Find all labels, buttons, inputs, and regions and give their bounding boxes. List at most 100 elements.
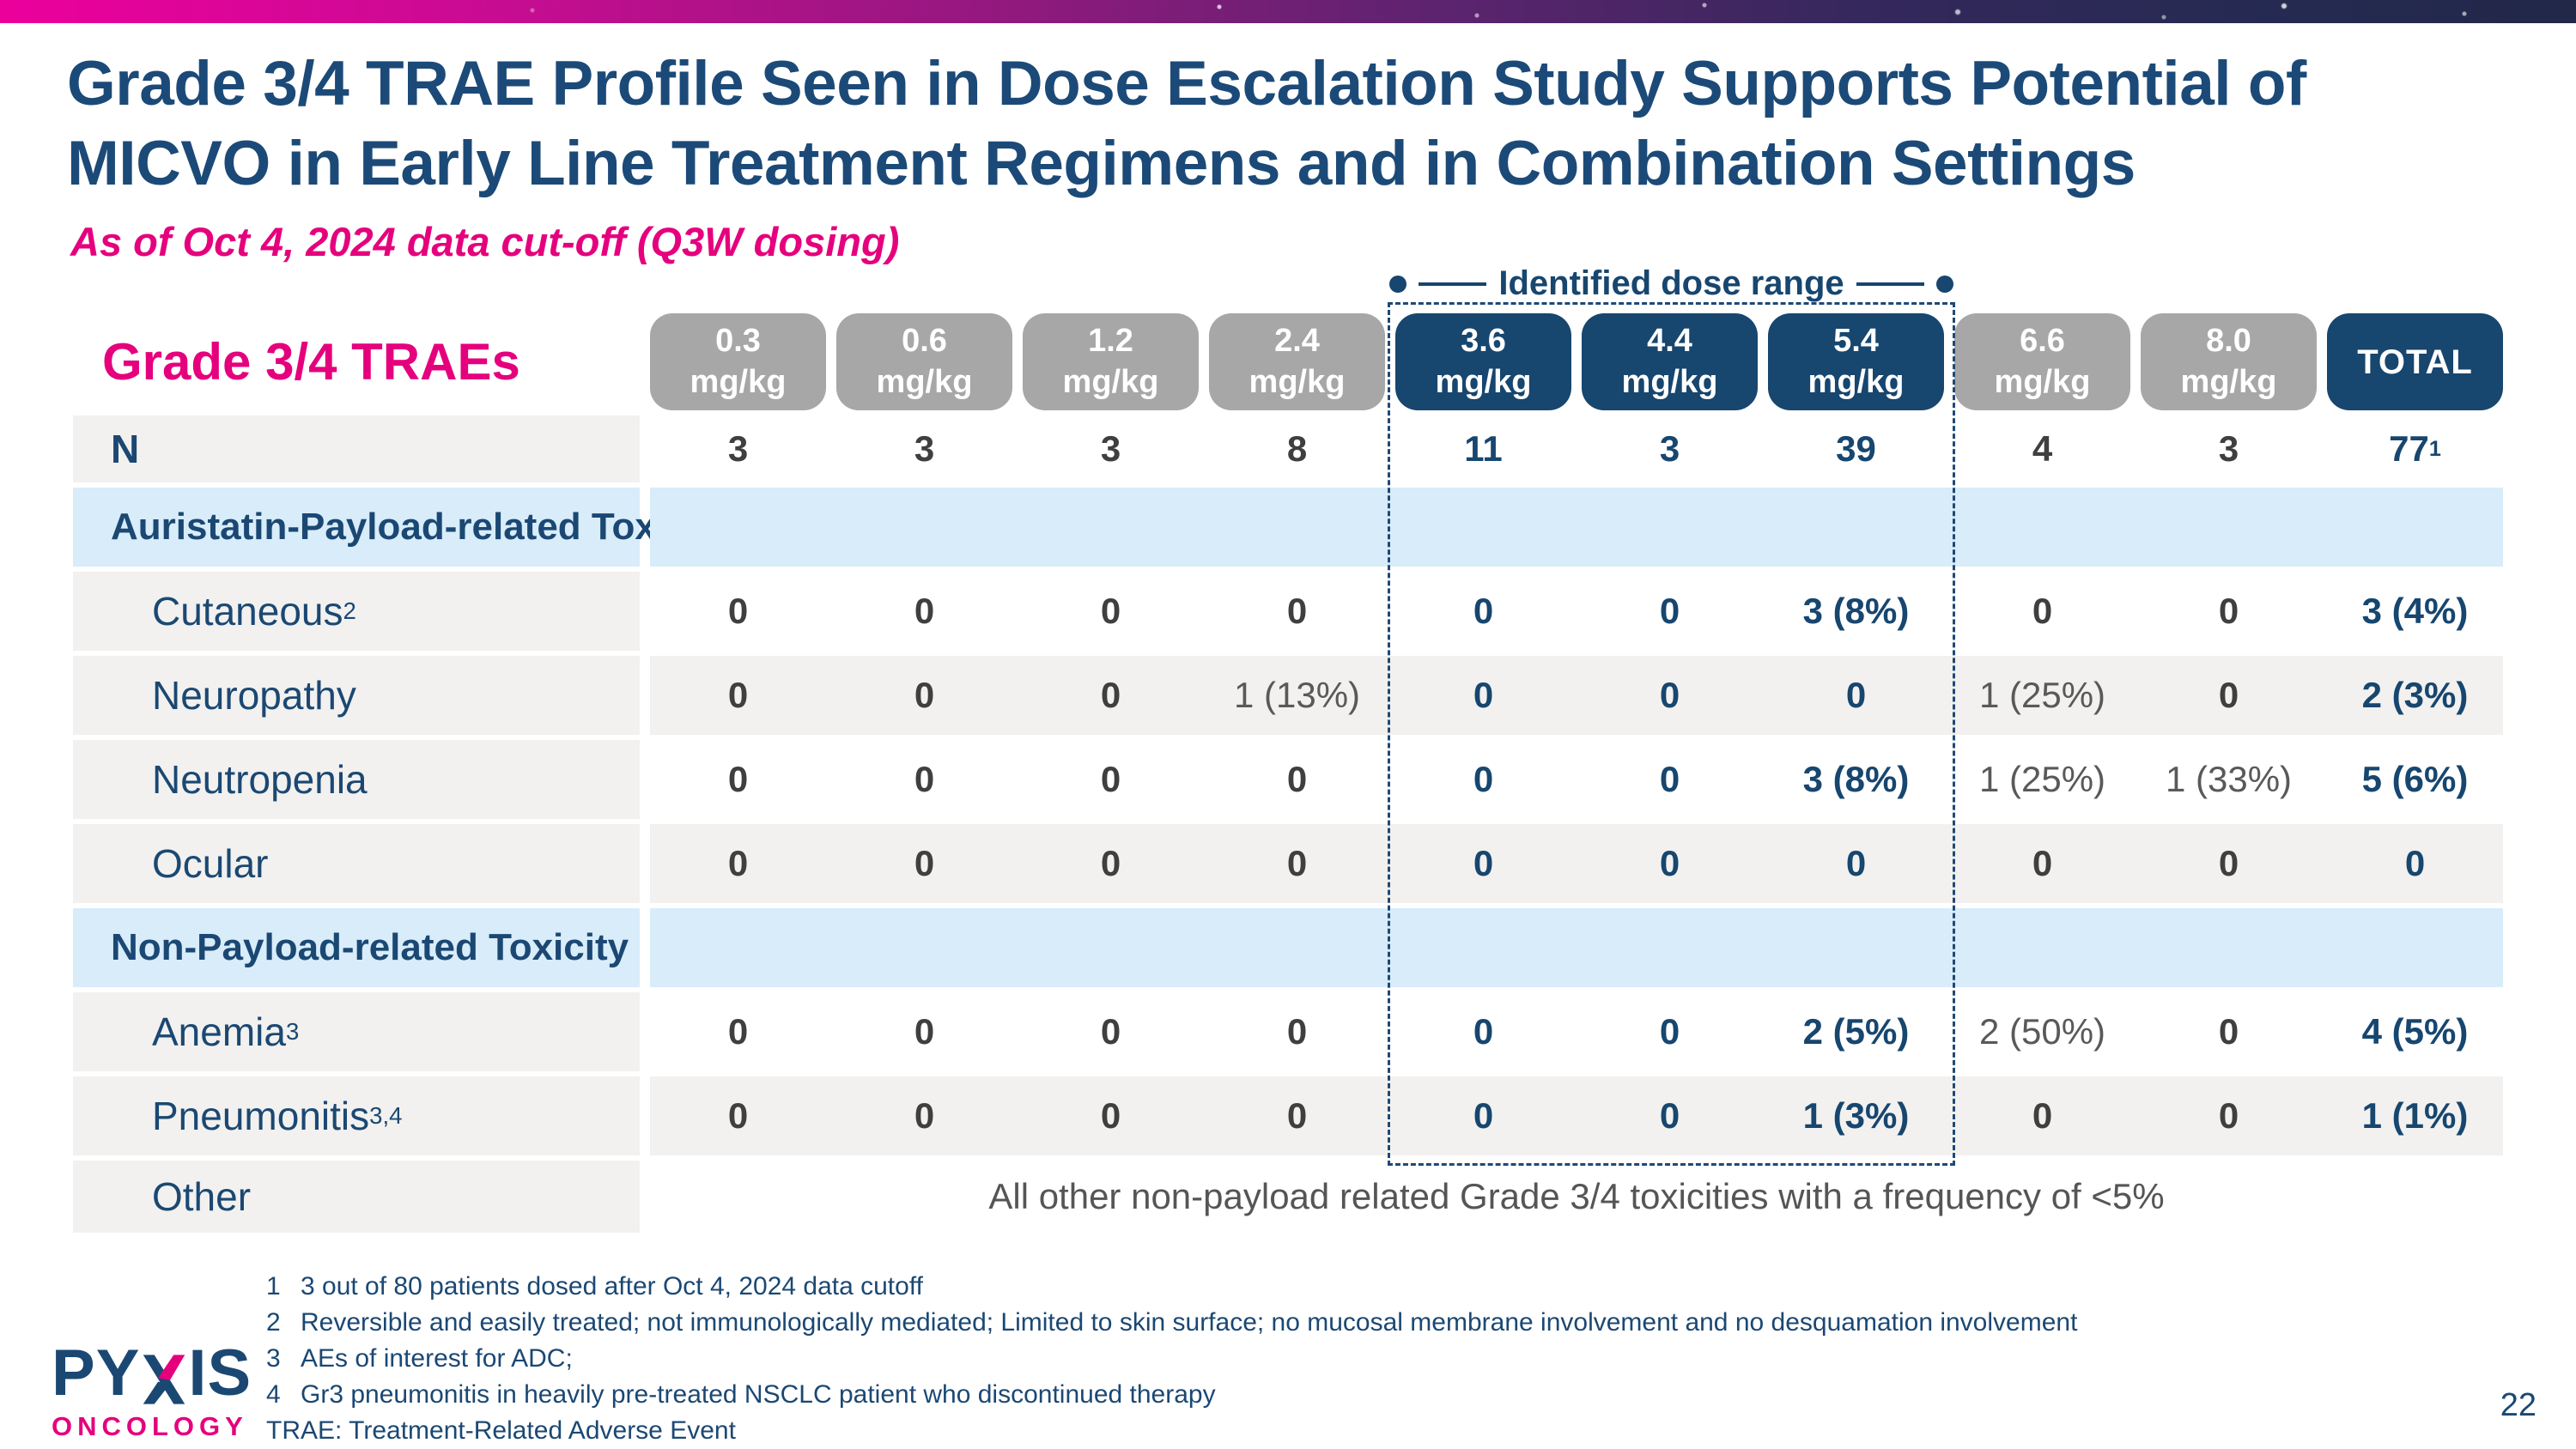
value-cell: 0 xyxy=(2218,843,2239,883)
value-cell: 0 xyxy=(727,591,749,631)
slide-title: Grade 3/4 TRAE Profile Seen in Dose Esca… xyxy=(67,45,2540,203)
value-cell: 0 xyxy=(2218,675,2239,715)
value-cell: 0 xyxy=(914,1095,935,1136)
value-cell: 0 xyxy=(2032,1095,2053,1136)
value-cell: 0 xyxy=(2218,591,2239,631)
value-cell-total: 1 (1%) xyxy=(2361,1095,2469,1136)
value-cell: 0 xyxy=(1473,675,1494,715)
value-cell: 3 (8%) xyxy=(1802,591,1910,631)
value-cell: 0 xyxy=(914,675,935,715)
table-corner-label: Grade 3/4 TRAEs xyxy=(102,333,520,391)
footnote-3: 3 AEs of interest for ADC; xyxy=(266,1344,573,1373)
row-label-neuropathy: Neuropathy xyxy=(73,656,640,735)
value-cell: 1 (3%) xyxy=(1802,1095,1910,1136)
section-row-auristatin: Auristatin-Payload-related Toxicity xyxy=(73,488,2503,567)
range-endpoint-dot-left xyxy=(1389,275,1406,293)
value-cell: 0 xyxy=(1473,591,1494,631)
trae-abbreviation: TRAE: Treatment-Related Adverse Event xyxy=(266,1416,736,1445)
value-cell: 0 xyxy=(1473,759,1494,799)
value-cell: 2 (5%) xyxy=(1802,1011,1910,1052)
value-cell: 0 xyxy=(1473,1095,1494,1136)
value-cell: 0 xyxy=(1845,843,1867,883)
row-label-n: N xyxy=(73,415,640,482)
table-header-row: Grade 3/4 TRAEs 0.3 mg/kg 0.6 mg/kg 1.2 mg/… xyxy=(73,313,2503,410)
data-cutoff-subtitle: As of Oct 4, 2024 data cut-off (Q3W dosi… xyxy=(70,219,900,264)
header-pills: 0.3 mg/kg 0.6 mg/kg 1.2 mg/kg 2.4 mg/kg 3.6 m… xyxy=(650,313,2503,410)
value-cell: 0 xyxy=(1286,1095,1308,1136)
value-cell: 0 xyxy=(914,591,935,631)
value-cell: 0 xyxy=(914,843,935,883)
value-cell: 0 xyxy=(1100,1095,1121,1136)
dose-column-header-highlighted: 5.4 mg/kg xyxy=(1768,313,1944,410)
value-cell: 0 xyxy=(2218,1011,2239,1052)
page-number: 22 xyxy=(2500,1387,2537,1423)
trae-table: Grade 3/4 TRAEs 0.3 mg/kg 0.6 mg/kg 1.2 mg/… xyxy=(73,313,2503,1238)
slide-title-line1: Grade 3/4 TRAE Profile Seen in Dose Esca… xyxy=(67,49,2306,118)
dose-column-header: 2.4 mg/kg xyxy=(1209,313,1385,410)
value-cell: 3 xyxy=(1659,428,1680,469)
range-line-left xyxy=(1419,282,1487,286)
value-cell: 1 (13%) xyxy=(1233,675,1361,715)
range-line-right xyxy=(1856,282,1925,286)
value-cell: 0 xyxy=(1659,759,1680,799)
value-cell: 0 xyxy=(1845,675,1867,715)
value-cell: 0 xyxy=(1473,843,1494,883)
value-cell-total: 77 1 xyxy=(2389,428,2441,469)
value-cell: 0 xyxy=(727,1011,749,1052)
logo-oncology-wordmark: ONCOLOGY xyxy=(52,1411,248,1441)
pyxis-oncology-logo: PY IS ONCOLOGY xyxy=(52,1337,252,1442)
value-cell-total: 3 (4%) xyxy=(2361,591,2469,631)
row-label-pneumonitis: Pneumonitis 3,4 xyxy=(73,1076,640,1155)
footnote-2: 2 Reversible and easily treated; not immu… xyxy=(266,1308,2078,1337)
value-cell: 0 xyxy=(1659,1095,1680,1136)
table-row-other: Other All other non-payload related Grad… xyxy=(73,1161,2503,1233)
table-row-neutropenia: Neutropenia 0 0 0 0 0 0 3 (8%) 1 (25%) 1… xyxy=(73,740,2503,819)
section-row-nonpayload: Non-Payload-related Toxicity xyxy=(73,908,2503,987)
row-label-other: Other xyxy=(73,1161,640,1233)
value-cell: 3 (8%) xyxy=(1802,759,1910,799)
section-header-nonpayload: Non-Payload-related Toxicity xyxy=(73,908,640,987)
section-header-auristatin: Auristatin-Payload-related Toxicity xyxy=(73,488,732,567)
value-cell: 2 (50%) xyxy=(1978,1011,2106,1052)
value-cell: 0 xyxy=(1100,675,1121,715)
table-row-pneumonitis: Pneumonitis 3,4 0 0 0 0 0 0 1 (3%) 0 0 1 … xyxy=(73,1076,2503,1155)
value-cell-total: 4 (5%) xyxy=(2361,1011,2469,1052)
value-cell: 3 xyxy=(2218,428,2239,469)
value-cell: 0 xyxy=(1286,591,1308,631)
dose-column-header: 1.2 mg/kg xyxy=(1023,313,1199,410)
value-cell-total: 5 (6%) xyxy=(2361,759,2469,799)
value-cell: 0 xyxy=(1659,591,1680,631)
row-label-neutropenia: Neutropenia xyxy=(73,740,640,819)
value-cell: 3 xyxy=(1100,428,1121,469)
value-cell: 0 xyxy=(1659,1011,1680,1052)
identified-dose-range-callout: Identified dose range xyxy=(1389,264,1954,303)
value-cell: 3 xyxy=(727,428,749,469)
value-cell: 0 xyxy=(1659,675,1680,715)
dose-column-header: 8.0 mg/kg xyxy=(2141,313,2317,410)
value-cell: 0 xyxy=(1286,759,1308,799)
value-cell: 0 xyxy=(1473,1011,1494,1052)
other-toxicities-note: All other non-payload related Grade 3/4 … xyxy=(988,1176,2165,1216)
value-cell-total: 2 (3%) xyxy=(2361,675,2469,715)
dose-column-header: 6.6 mg/kg xyxy=(1954,313,2130,410)
value-cell: 1 (25%) xyxy=(1978,759,2106,799)
value-cell: 0 xyxy=(1286,843,1308,883)
top-gradient-bar xyxy=(0,0,2576,23)
table-row-anemia: Anemia 3 0 0 0 0 0 0 2 (5%) 2 (50%) 0 4 (… xyxy=(73,992,2503,1071)
value-cell: 0 xyxy=(1286,1011,1308,1052)
value-cell: 0 xyxy=(727,1095,749,1136)
value-cell: 0 xyxy=(2032,591,2053,631)
value-cell: 0 xyxy=(2218,1095,2239,1136)
value-cell: 3 xyxy=(914,428,935,469)
range-endpoint-dot-right xyxy=(1936,275,1954,293)
table-row-neuropathy: Neuropathy 0 0 0 1 (13%) 0 0 0 1 (25%) 0… xyxy=(73,656,2503,735)
row-label-cutaneous: Cutaneous 2 xyxy=(73,572,640,651)
value-cell: 1 (25%) xyxy=(1978,675,2106,715)
value-cell: 0 xyxy=(914,1011,935,1052)
identified-dose-range-label: Identified dose range xyxy=(1498,264,1844,302)
value-cell: 1 (33%) xyxy=(2165,759,2293,799)
value-cell: 4 xyxy=(2032,428,2053,469)
table-row-ocular: Ocular 0 0 0 0 0 0 0 0 0 0 xyxy=(73,824,2503,903)
dose-column-header-highlighted: 3.6 mg/kg xyxy=(1395,313,1571,410)
